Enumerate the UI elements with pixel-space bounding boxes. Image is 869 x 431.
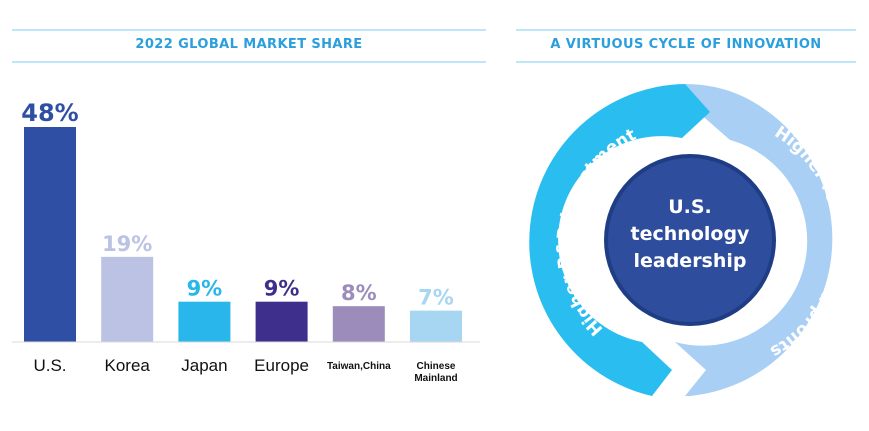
bar-europe bbox=[255, 301, 308, 342]
left-panel-title: 2022 GLOBAL MARKET SHARE bbox=[135, 37, 363, 52]
value-label-chinese-mainland: 7% bbox=[418, 286, 454, 310]
right-header-bottom-rule bbox=[516, 61, 856, 63]
bar-korea bbox=[101, 256, 154, 342]
category-label-us: U.S. bbox=[33, 356, 66, 375]
bar-japan bbox=[178, 301, 231, 342]
right-panel-title: A VIRTUOUS CYCLE OF INNOVATION bbox=[550, 37, 822, 52]
center-circle bbox=[608, 158, 772, 322]
bar-us bbox=[24, 127, 76, 342]
bar-taiwan-china bbox=[332, 306, 385, 342]
value-label-taiwan-china: 8% bbox=[341, 281, 377, 305]
value-label-europe: 9% bbox=[264, 277, 300, 301]
category-label-europe: Europe bbox=[254, 356, 309, 375]
left-header-bottom-rule bbox=[12, 61, 486, 63]
center-line-2: technology bbox=[631, 223, 751, 245]
innovation-cycle-diagram: U.S. technology leadership Higher R&D In… bbox=[529, 84, 849, 396]
category-label-chinese-mainland-1: Chinese bbox=[417, 361, 456, 372]
right-header-top-rule bbox=[516, 29, 856, 31]
center-line-1: U.S. bbox=[668, 196, 712, 218]
category-label-korea: Korea bbox=[105, 356, 151, 375]
left-header-top-rule bbox=[12, 29, 486, 31]
center-line-3: leadership bbox=[633, 250, 746, 272]
value-label-korea: 19% bbox=[102, 232, 152, 256]
category-label-taiwan-china: Taiwan,China bbox=[327, 361, 391, 372]
value-label-us: 48% bbox=[21, 99, 78, 127]
bar-chinese-mainland bbox=[410, 310, 462, 342]
value-label-japan: 9% bbox=[187, 277, 223, 301]
category-label-japan: Japan bbox=[181, 356, 227, 375]
category-label-chinese-mainland-2: Mainland bbox=[414, 373, 457, 384]
market-share-bar-chart: 48% U.S. 19% Korea 9% Japan 9% Europe 8% Taiwan,C… bbox=[12, 99, 480, 384]
cycle-arc-revenue bbox=[675, 84, 833, 396]
cycle-arc-investment bbox=[529, 84, 710, 396]
bars-group: 48% U.S. 19% Korea 9% Japan 9% Europe 8% Taiwan,C… bbox=[21, 99, 462, 384]
